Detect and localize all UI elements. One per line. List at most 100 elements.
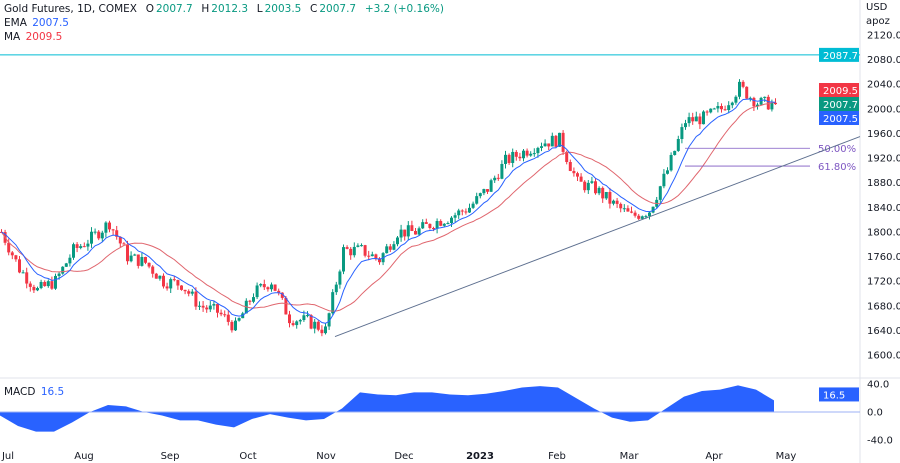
candle-body (122, 243, 126, 245)
candle-body (198, 305, 201, 307)
candle-body (72, 244, 75, 258)
candle-body (248, 300, 252, 302)
candle-body (338, 271, 342, 285)
candle-body (712, 108, 716, 110)
candle-body (406, 225, 410, 237)
candle-body (432, 227, 435, 229)
candle-body (720, 106, 723, 110)
candle-body (630, 211, 633, 213)
candle-body (259, 284, 263, 286)
time-axis-label: Jul (1, 451, 14, 462)
macd-tick-label: -40.0 (867, 436, 893, 447)
candle-body (576, 173, 579, 177)
candle-body (424, 222, 428, 224)
time-axis-label: Feb (548, 451, 566, 462)
candle-body (648, 212, 651, 217)
candle-body (158, 275, 162, 279)
candle-body (738, 81, 741, 97)
candle-body (766, 96, 770, 110)
price-tick-label: 1760.0 (867, 252, 900, 263)
unit-label: apoz (866, 16, 890, 27)
candle-body (594, 181, 597, 194)
candle-body (489, 180, 493, 192)
candle-body (360, 245, 363, 247)
candle-body (741, 81, 745, 87)
price-tick-label: 1680.0 (867, 301, 900, 312)
candle-body (230, 321, 234, 331)
candle-body (385, 246, 389, 254)
candle-body (586, 182, 590, 191)
fib-level-label: 61.80% (818, 162, 856, 173)
candle-body (100, 232, 104, 239)
candle-body (442, 223, 446, 226)
candle-body (745, 86, 749, 99)
candle-body (82, 246, 86, 248)
candle-body (399, 229, 403, 238)
candle-body (273, 284, 277, 291)
candle-body (133, 254, 137, 256)
candle-body (216, 304, 219, 313)
candle-body (486, 189, 489, 192)
candle-body (201, 305, 205, 308)
candle-body (558, 132, 561, 147)
candle-body (252, 297, 255, 302)
high-value: 2012.3 (211, 3, 249, 15)
candle-body (363, 245, 367, 256)
legend-ema[interactable]: EMA 2007.5 (4, 17, 71, 29)
low-value: 2003.5 (264, 3, 302, 15)
close-price-badge-text: 2007.7 (823, 100, 858, 111)
candle-body (162, 275, 165, 287)
candle-body (349, 248, 353, 256)
candle-body (421, 222, 425, 229)
candle-body (410, 225, 414, 231)
candle-body (176, 280, 180, 286)
legend-ma[interactable]: MA 2009.5 (4, 31, 64, 43)
time-axis-label: Aug (74, 451, 94, 462)
ma-line (1, 101, 776, 312)
price-tick-label: 2000.0 (867, 104, 900, 115)
price-tick-label: 1800.0 (867, 227, 900, 238)
candle-body (554, 135, 558, 147)
candle-body (223, 314, 227, 316)
candle-body (327, 313, 331, 327)
candle-body (507, 154, 511, 163)
ema-price-badge-bg (819, 111, 859, 125)
time-axis-label: 2023 (466, 451, 494, 462)
change-value: +3.2 (+0.16%) (364, 3, 444, 15)
candle-body (54, 275, 57, 289)
ma-price-badge: 2009.5 (819, 83, 859, 97)
candle-body (550, 135, 554, 147)
candle-body (439, 221, 443, 226)
candle-body (396, 237, 399, 245)
candle-body (597, 187, 601, 194)
candle-body (543, 143, 547, 147)
candle-body (446, 223, 450, 225)
close-label: C (310, 3, 318, 15)
candle-body (331, 292, 335, 314)
ema-label: EMA (4, 17, 27, 29)
hline-price-badge: 2087.7 (819, 47, 859, 62)
candle-body (734, 96, 738, 103)
legend-macd[interactable]: MACD 16.5 (4, 386, 66, 398)
candle-body (277, 290, 281, 293)
candle-body (748, 97, 752, 99)
candle-body (172, 279, 176, 281)
candle-body (428, 223, 432, 228)
candle-body (140, 256, 144, 266)
candle-body (435, 221, 439, 229)
candle-body (334, 284, 338, 293)
candle-body (651, 206, 655, 213)
candle-body (522, 150, 525, 159)
candle-body (183, 289, 187, 292)
candle-body (450, 217, 453, 224)
candle-body (320, 329, 324, 334)
candle-body (471, 203, 475, 208)
candle-body (313, 321, 317, 329)
candle-body (615, 200, 619, 204)
close-value: 2007.7 (319, 3, 357, 15)
candle-body (691, 117, 695, 122)
price-tick-label: 1880.0 (867, 178, 900, 189)
candle-body (579, 176, 583, 182)
candle-body (93, 231, 97, 233)
